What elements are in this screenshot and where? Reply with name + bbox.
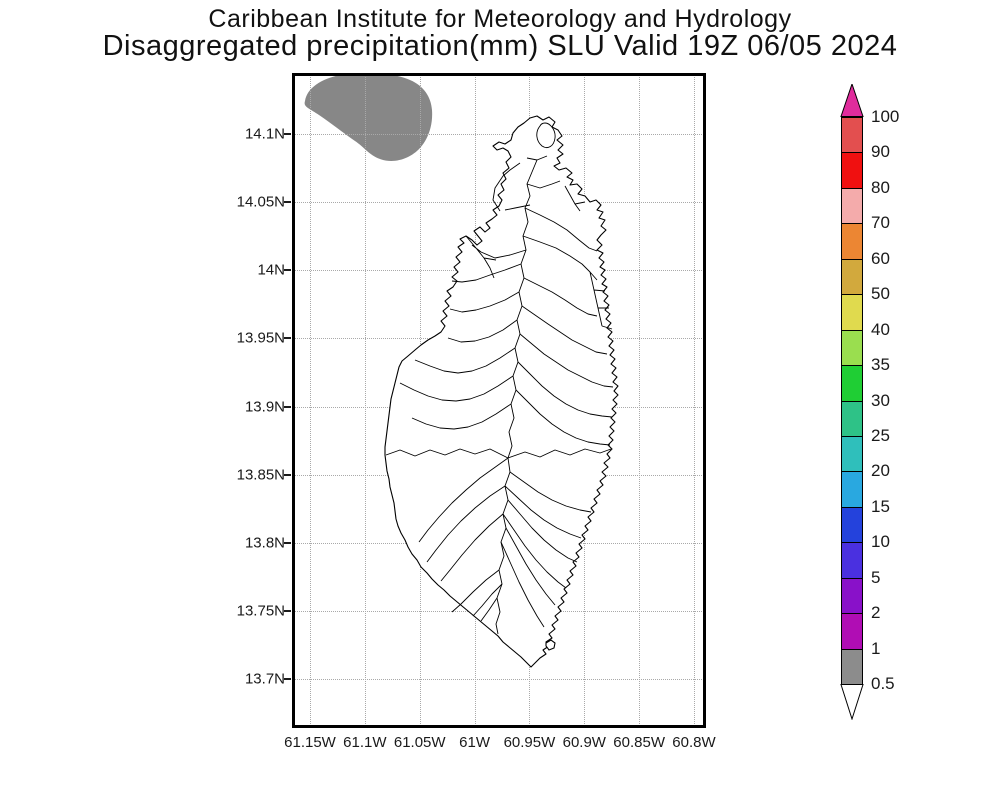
colorbar-tick-label: 100 [871,107,900,126]
colorbar-segment [841,506,863,544]
lon-tick-label: 61.05W [393,734,446,751]
colorbar-segment [841,471,863,508]
lat-tick-mark [284,678,291,680]
lon-tick-label: 60.95W [503,734,556,751]
lat-tick-mark [284,133,291,135]
colorbar-tick-label: 25 [871,425,890,445]
colorbar-segment [841,648,863,686]
figure-title-line2: Disaggregated precipitation(mm) SLU Vali… [102,30,898,62]
plot-frame [292,73,706,728]
colorbar: 100 90 80 70 60 50 40 35 30 25 20 15 10 5 2 1 0.5 [840,84,961,744]
colorbar-tick-label: 0.5 [871,674,895,694]
colorbar-tick-label: 90 [871,142,890,162]
lat-tick-label: 13.8N [244,534,285,552]
colorbar-segment [841,294,863,331]
lat-gridline [292,202,706,204]
lat-tick-label: 13.9N [244,398,285,415]
lon-tick-label: 61.1W [343,734,387,751]
lat-tick-label: 13.75N [236,602,285,620]
colorbar-segment [841,365,863,402]
lat-tick-mark [284,405,291,408]
colorbar-tick-label: 15 [871,496,890,516]
colorbar-segment [841,117,863,154]
colorbar-tick-label: 80 [871,177,890,197]
colorbar-segment [841,329,863,367]
lon-gridline [639,73,641,728]
colorbar-tick-label: 5 [871,567,881,587]
lon-gridline [310,73,311,728]
lat-tick-label: 14.05N [236,193,285,211]
colorbar-segment [841,223,863,260]
lat-tick-label: 14N [257,261,285,279]
colorbar-tick-label: 30 [871,390,890,410]
colorbar-segment [841,613,863,650]
island-map-layer [384,115,619,668]
lat-tick-label: 13.7N [244,670,285,688]
colorbar-segment [841,400,863,437]
map-plot [292,73,706,728]
colorbar-top-arrow-icon [840,84,864,117]
lat-tick-label: 14.1N [244,125,285,143]
lat-tick-mark [284,473,291,476]
lat-tick-mark [284,609,291,612]
lat-tick-mark [284,269,291,272]
lat-tick-mark [284,201,291,204]
colorbar-segment [841,542,863,579]
lon-tick-label: 60.85W [613,734,665,751]
lat-tick-label: 13.85N [236,466,285,484]
offshore-islet [545,639,556,651]
colorbar-tick-label: 20 [871,461,890,481]
colorbar-tick-label: 1 [871,638,881,658]
colorbar-tick-label: 50 [871,284,890,304]
lon-gridline [693,73,695,728]
lat-tick-mark [284,337,291,340]
colorbar-tick-label: 10 [871,532,890,552]
lat-tick-mark [284,541,291,544]
lon-tick-label: 60.8W [672,734,716,751]
precip-shading-layer [304,73,433,161]
colorbar-segment [841,152,863,189]
lat-tick-label: 13.95N [236,329,285,347]
lon-gridline [364,73,366,728]
colorbar-bottom-arrow-icon [840,684,864,720]
lat-gridline [292,679,706,680]
precip-shaded-region [304,73,433,161]
lon-tick-label: 61.15W [284,734,336,751]
lon-tick-label: 61W [459,734,490,751]
figure-title-line1: Caribbean Institute for Meteorology and … [208,5,792,33]
colorbar-tick-label: 35 [871,355,890,375]
colorbar-segment [841,258,863,296]
lat-gridline [292,134,706,135]
colorbar-segment [841,435,863,473]
colorbar-tick-label: 60 [871,248,890,268]
colorbar-segment [841,187,863,225]
watershed-boundary-lines [385,122,614,635]
colorbar-tick-label: 40 [871,319,890,339]
colorbar-tick-label: 70 [871,213,890,233]
lon-tick-label: 60.9W [562,734,606,751]
colorbar-segment [841,577,863,615]
colorbar-tick-label: 2 [871,603,881,623]
